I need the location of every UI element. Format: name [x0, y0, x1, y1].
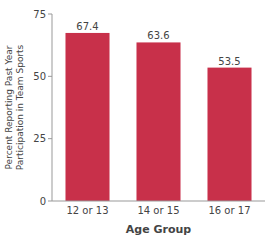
- y-tick-label: 0: [40, 196, 46, 207]
- bar: [65, 33, 109, 201]
- bar: [207, 68, 251, 201]
- y-tick: [48, 201, 52, 202]
- y-tick: [48, 76, 52, 77]
- bar: [136, 42, 180, 201]
- x-axis-title: Age Group: [126, 223, 192, 236]
- x-tick-label: 16 or 17: [208, 205, 250, 216]
- y-axis-title-line: Participation in Team Sports: [15, 44, 25, 170]
- y-axis: 0 25 50 75: [33, 9, 52, 207]
- y-axis-title-line: Percent Reporting Past Year: [4, 45, 14, 169]
- chart: 0 25 50 75 67.4 63.6 53.5 12 or 13 14 or 15 16 or…: [0, 0, 275, 241]
- bars: [65, 33, 251, 201]
- data-label: 67.4: [76, 21, 98, 32]
- y-tick: [48, 14, 52, 15]
- chart-container: 0 25 50 75 67.4 63.6 53.5 12 or 13 14 or 15 16 or…: [0, 0, 275, 241]
- y-axis-title: Percent Reporting Past YearParticipation…: [4, 44, 25, 170]
- y-tick-label: 50: [33, 71, 46, 82]
- x-tick-label: 12 or 13: [66, 205, 108, 216]
- y-tick-label: 75: [33, 9, 46, 20]
- x-tick-label: 14 or 15: [137, 205, 179, 216]
- y-axis-line: [52, 14, 53, 201]
- y-tick-label: 25: [33, 133, 46, 144]
- y-tick: [48, 138, 52, 139]
- x-axis: 12 or 13 14 or 15 16 or 17: [52, 201, 265, 216]
- x-axis-line: [52, 201, 265, 202]
- data-labels: 67.4 63.6 53.5: [76, 21, 240, 67]
- data-label: 53.5: [218, 56, 240, 67]
- data-label: 63.6: [147, 30, 169, 41]
